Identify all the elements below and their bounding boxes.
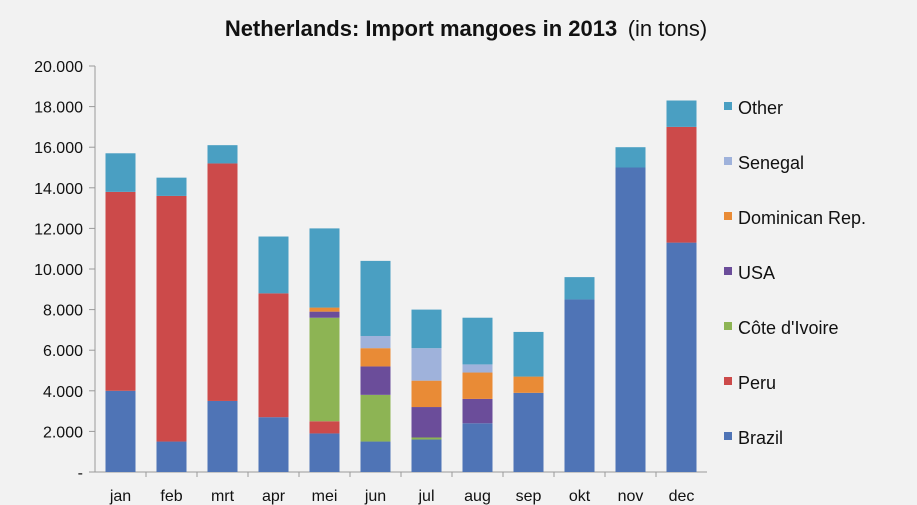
x-tick-label: aug	[464, 488, 491, 505]
y-tick-label: 4.000	[43, 384, 83, 401]
y-tick-label: 14.000	[34, 181, 83, 198]
bar-segment	[411, 437, 442, 440]
x-tick-label: jun	[364, 488, 386, 505]
legend-swatch	[724, 432, 732, 440]
y-tick-label: 18.000	[34, 100, 83, 117]
y-tick-label: 2.000	[43, 424, 83, 441]
bar-segment	[615, 147, 646, 168]
legend-label: Peru	[738, 373, 776, 393]
x-tick-label: jul	[417, 488, 434, 505]
bar-segment	[513, 331, 544, 377]
bar-segment	[360, 394, 391, 442]
bar-segment	[411, 348, 442, 381]
legend-label: Other	[738, 98, 783, 118]
bar-segment	[462, 317, 493, 365]
x-tick-label: okt	[569, 488, 591, 505]
bar-segment	[411, 407, 442, 438]
y-tick-label: 10.000	[34, 262, 83, 279]
x-tick-label: mrt	[211, 488, 235, 505]
legend-label: USA	[738, 263, 775, 283]
legend-swatch	[724, 212, 732, 220]
bar-segment	[666, 100, 697, 127]
bar-segment	[309, 311, 340, 318]
bar-segment	[258, 417, 289, 472]
bar-segment	[564, 299, 595, 472]
y-tick-label: 12.000	[34, 221, 83, 238]
bar-segment	[105, 191, 136, 391]
bar-segment	[411, 309, 442, 349]
legend-label: Brazil	[738, 428, 783, 448]
bar-segment	[615, 167, 646, 472]
bar-segment	[666, 242, 697, 472]
x-tick-label: mei	[312, 488, 338, 505]
y-tick-label: -	[78, 465, 83, 482]
bar-segment	[360, 335, 391, 349]
bar-segment	[207, 400, 238, 472]
legend-swatch	[724, 102, 732, 110]
legend-label: Côte d'Ivoire	[738, 318, 839, 338]
chart-title-main: Netherlands: Import mangoes in 2013	[225, 16, 617, 41]
legend-label: Senegal	[738, 153, 804, 173]
bar-segment	[360, 260, 391, 336]
bar-segment	[309, 433, 340, 472]
legend-swatch	[724, 157, 732, 165]
bar-segment	[513, 392, 544, 472]
bar-segment	[156, 441, 187, 472]
bar-segment	[462, 364, 493, 373]
bar-segment	[105, 390, 136, 472]
y-tick-label: 8.000	[43, 303, 83, 320]
bar-segment	[309, 228, 340, 308]
legend-layer: Other Senegal Dominican Rep. USA Côte d'Ivoi…	[724, 98, 866, 448]
bar-segment	[666, 126, 697, 243]
x-tick-label: feb	[160, 488, 182, 505]
bar-segment	[360, 441, 391, 472]
bar-segment	[105, 153, 136, 192]
legend-swatch	[724, 322, 732, 330]
bar-segment	[564, 277, 595, 300]
y-tick-label: 6.000	[43, 343, 83, 360]
bar-segment	[258, 236, 289, 294]
chart-title: Netherlands: Import mangoes in 2013 (in …	[225, 16, 707, 41]
legend-swatch	[724, 377, 732, 385]
bar-segment	[258, 293, 289, 418]
x-tick-label: apr	[262, 488, 286, 505]
legend-label: Dominican Rep.	[738, 208, 866, 228]
plot-layer: - 2.000 4.000 6.000 8.000 10.000 12.000 14.000 1…	[34, 59, 707, 505]
bar-segment	[207, 145, 238, 164]
bar-segment	[156, 177, 187, 196]
bar-segment	[462, 398, 493, 424]
x-tick-label: nov	[618, 488, 644, 505]
bar-segment	[309, 307, 340, 312]
bar-segment	[513, 376, 544, 393]
y-tick-label: 20.000	[34, 59, 83, 76]
bar-segment	[156, 195, 187, 442]
bar-segment	[411, 380, 442, 408]
bar-segment	[462, 372, 493, 399]
bar-segment	[462, 423, 493, 472]
y-tick-label: 16.000	[34, 140, 83, 157]
bar-segment	[411, 439, 442, 472]
bar-segment	[309, 421, 340, 434]
legend-swatch	[724, 267, 732, 275]
bar-segment	[309, 317, 340, 422]
bar-segment	[360, 366, 391, 395]
bar-segment	[207, 163, 238, 401]
bar-segment	[360, 348, 391, 367]
x-tick-label: jan	[109, 488, 131, 505]
chart-title-unit: (in tons)	[628, 16, 707, 41]
x-tick-label: dec	[669, 488, 695, 505]
x-tick-label: sep	[516, 488, 542, 505]
